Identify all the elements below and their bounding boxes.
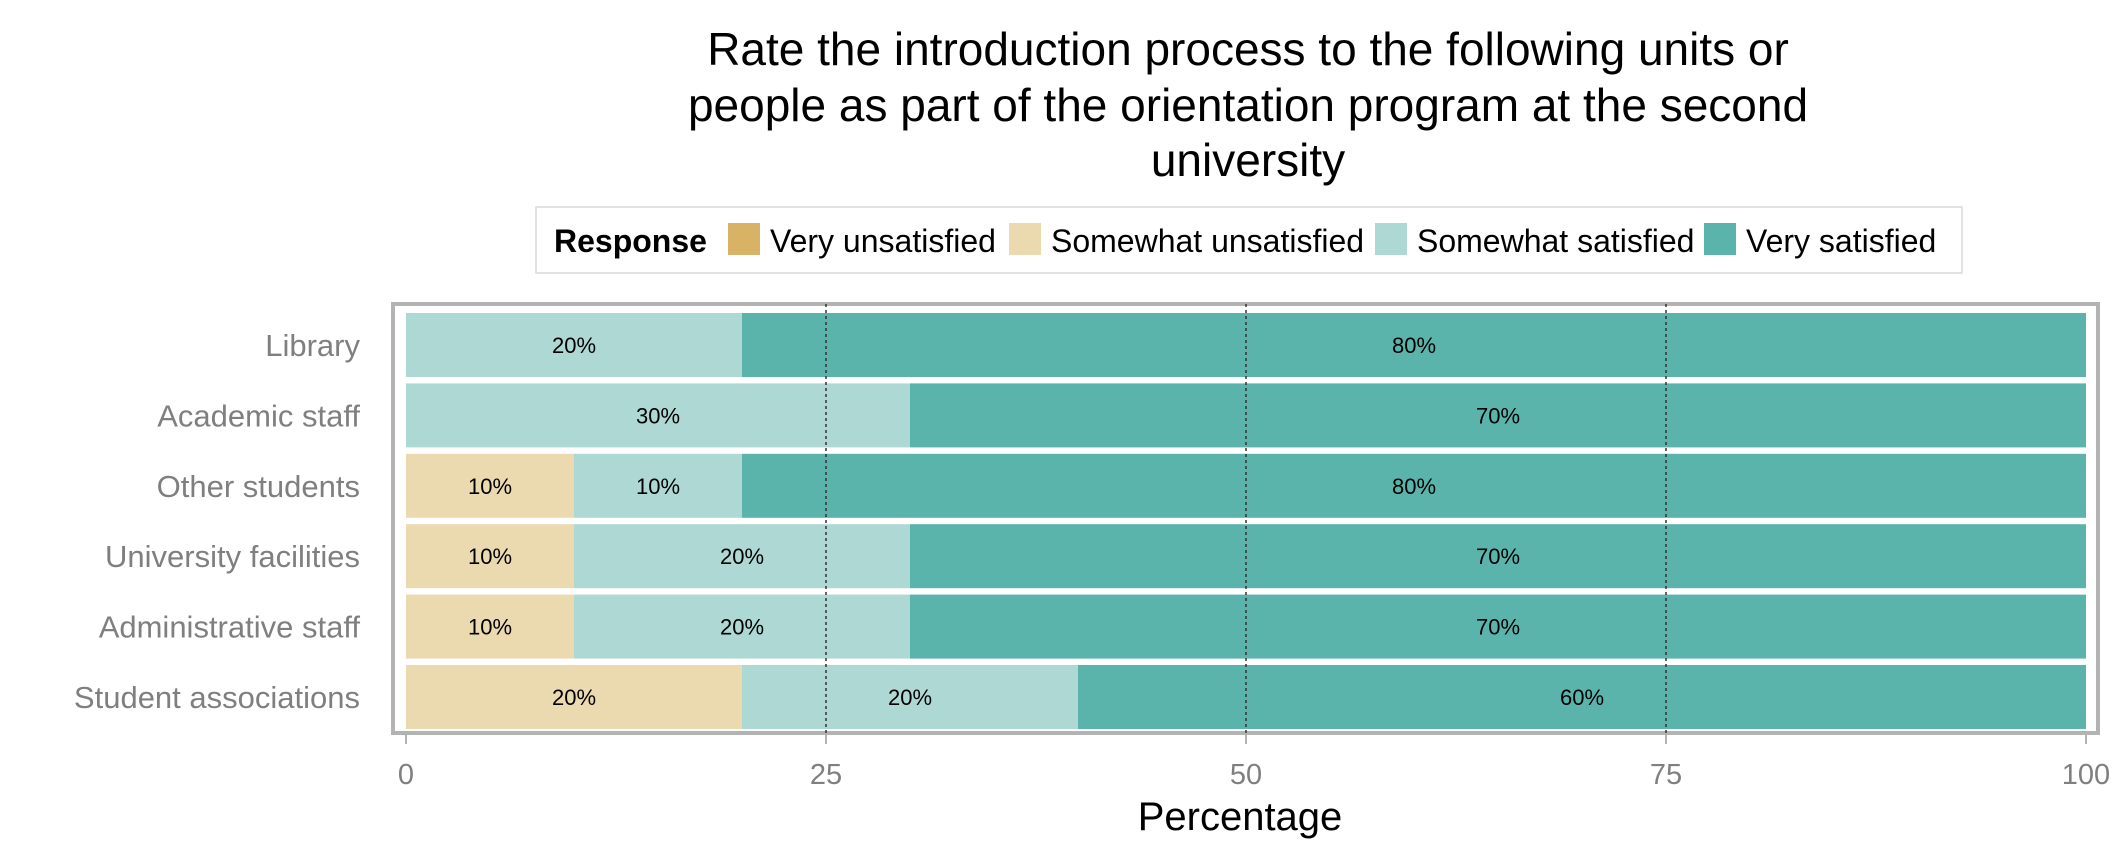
legend-label-very-satisfied: Very satisfied (1746, 223, 1936, 259)
bar-other-students-somewhat-satisfied (574, 453, 742, 518)
legend: Response Very unsatisfied Somewhat unsatis… (535, 206, 1963, 274)
category-label: University facilities (105, 539, 360, 574)
data-label: 20% (552, 333, 596, 358)
bar-student-associations-somewhat-satisfied (742, 665, 1078, 729)
legend-label-very-unsatisfied: Very unsatisfied (770, 223, 996, 259)
x-tick-label: 25 (810, 759, 842, 791)
category-label: Student associations (74, 680, 360, 715)
legend-key-somewhat-unsatisfied (1009, 223, 1041, 255)
bar-administrative-staff-somewhat-unsatisfied (406, 594, 574, 659)
data-label: 70% (1476, 615, 1520, 640)
chart-title-line: Rate the introduction process to the fol… (707, 23, 1789, 75)
legend-key-very-unsatisfied (728, 223, 760, 255)
x-tick-label: 0 (398, 759, 414, 791)
category-label: Administrative staff (99, 610, 361, 645)
bar-university-facilities-somewhat-unsatisfied (406, 524, 574, 589)
category-label: Library (265, 328, 360, 363)
data-label: 70% (1476, 544, 1520, 569)
chart-title: Rate the introduction process to the fol… (688, 23, 1808, 186)
bar-university-facilities-somewhat-satisfied (574, 524, 910, 589)
data-label: 10% (468, 544, 512, 569)
data-label: 70% (1476, 403, 1520, 428)
category-label: Academic staff (157, 398, 360, 433)
data-label: 10% (468, 474, 512, 499)
bar-administrative-staff-very-satisfied (910, 594, 2086, 659)
legend-key-somewhat-satisfied (1375, 223, 1407, 255)
data-label: 20% (720, 544, 764, 569)
data-label: 20% (888, 685, 932, 710)
bar-university-facilities-very-satisfied (910, 524, 2086, 589)
x-tick-label: 100 (2062, 759, 2110, 791)
legend-key-very-satisfied (1704, 223, 1736, 255)
data-label: 10% (636, 474, 680, 499)
bar-student-associations-somewhat-unsatisfied (406, 665, 742, 729)
bar-other-students-somewhat-unsatisfied (406, 453, 574, 518)
y-axis: Library Academic staff Other students Unive… (74, 328, 361, 715)
x-tick-label: 50 (1230, 759, 1262, 791)
data-label: 10% (468, 615, 512, 640)
data-label: 30% (636, 403, 680, 428)
bar-library-somewhat-satisfied (406, 313, 742, 377)
legend-label-somewhat-satisfied: Somewhat satisfied (1417, 223, 1694, 259)
category-label: Other students (157, 469, 360, 504)
bar-academic-staff-very-satisfied (910, 383, 2086, 448)
legend-title: Response (554, 223, 707, 259)
bar-administrative-staff-somewhat-satisfied (574, 594, 910, 659)
data-label: 20% (720, 615, 764, 640)
x-axis: 0 25 50 75 100 Percentage (398, 735, 2110, 839)
data-label: 20% (552, 685, 596, 710)
bar-other-students-very-satisfied (742, 453, 2086, 518)
x-tick-label: 75 (1650, 759, 1682, 791)
x-axis-label: Percentage (1138, 795, 1343, 839)
legend-label-somewhat-unsatisfied: Somewhat unsatisfied (1051, 223, 1364, 259)
chart-title-line: people as part of the orientation progra… (688, 79, 1808, 131)
chart-title-line: university (1151, 134, 1345, 186)
plot-panel: 20% 80% 30% 70% 10% 10% 80% 10% 20% 70% 10% 20% 70% 2… (391, 302, 2100, 735)
bar-library-very-satisfied (742, 313, 2086, 377)
data-label: 60% (1560, 685, 1604, 710)
data-label: 80% (1392, 474, 1436, 499)
data-label: 80% (1392, 333, 1436, 358)
